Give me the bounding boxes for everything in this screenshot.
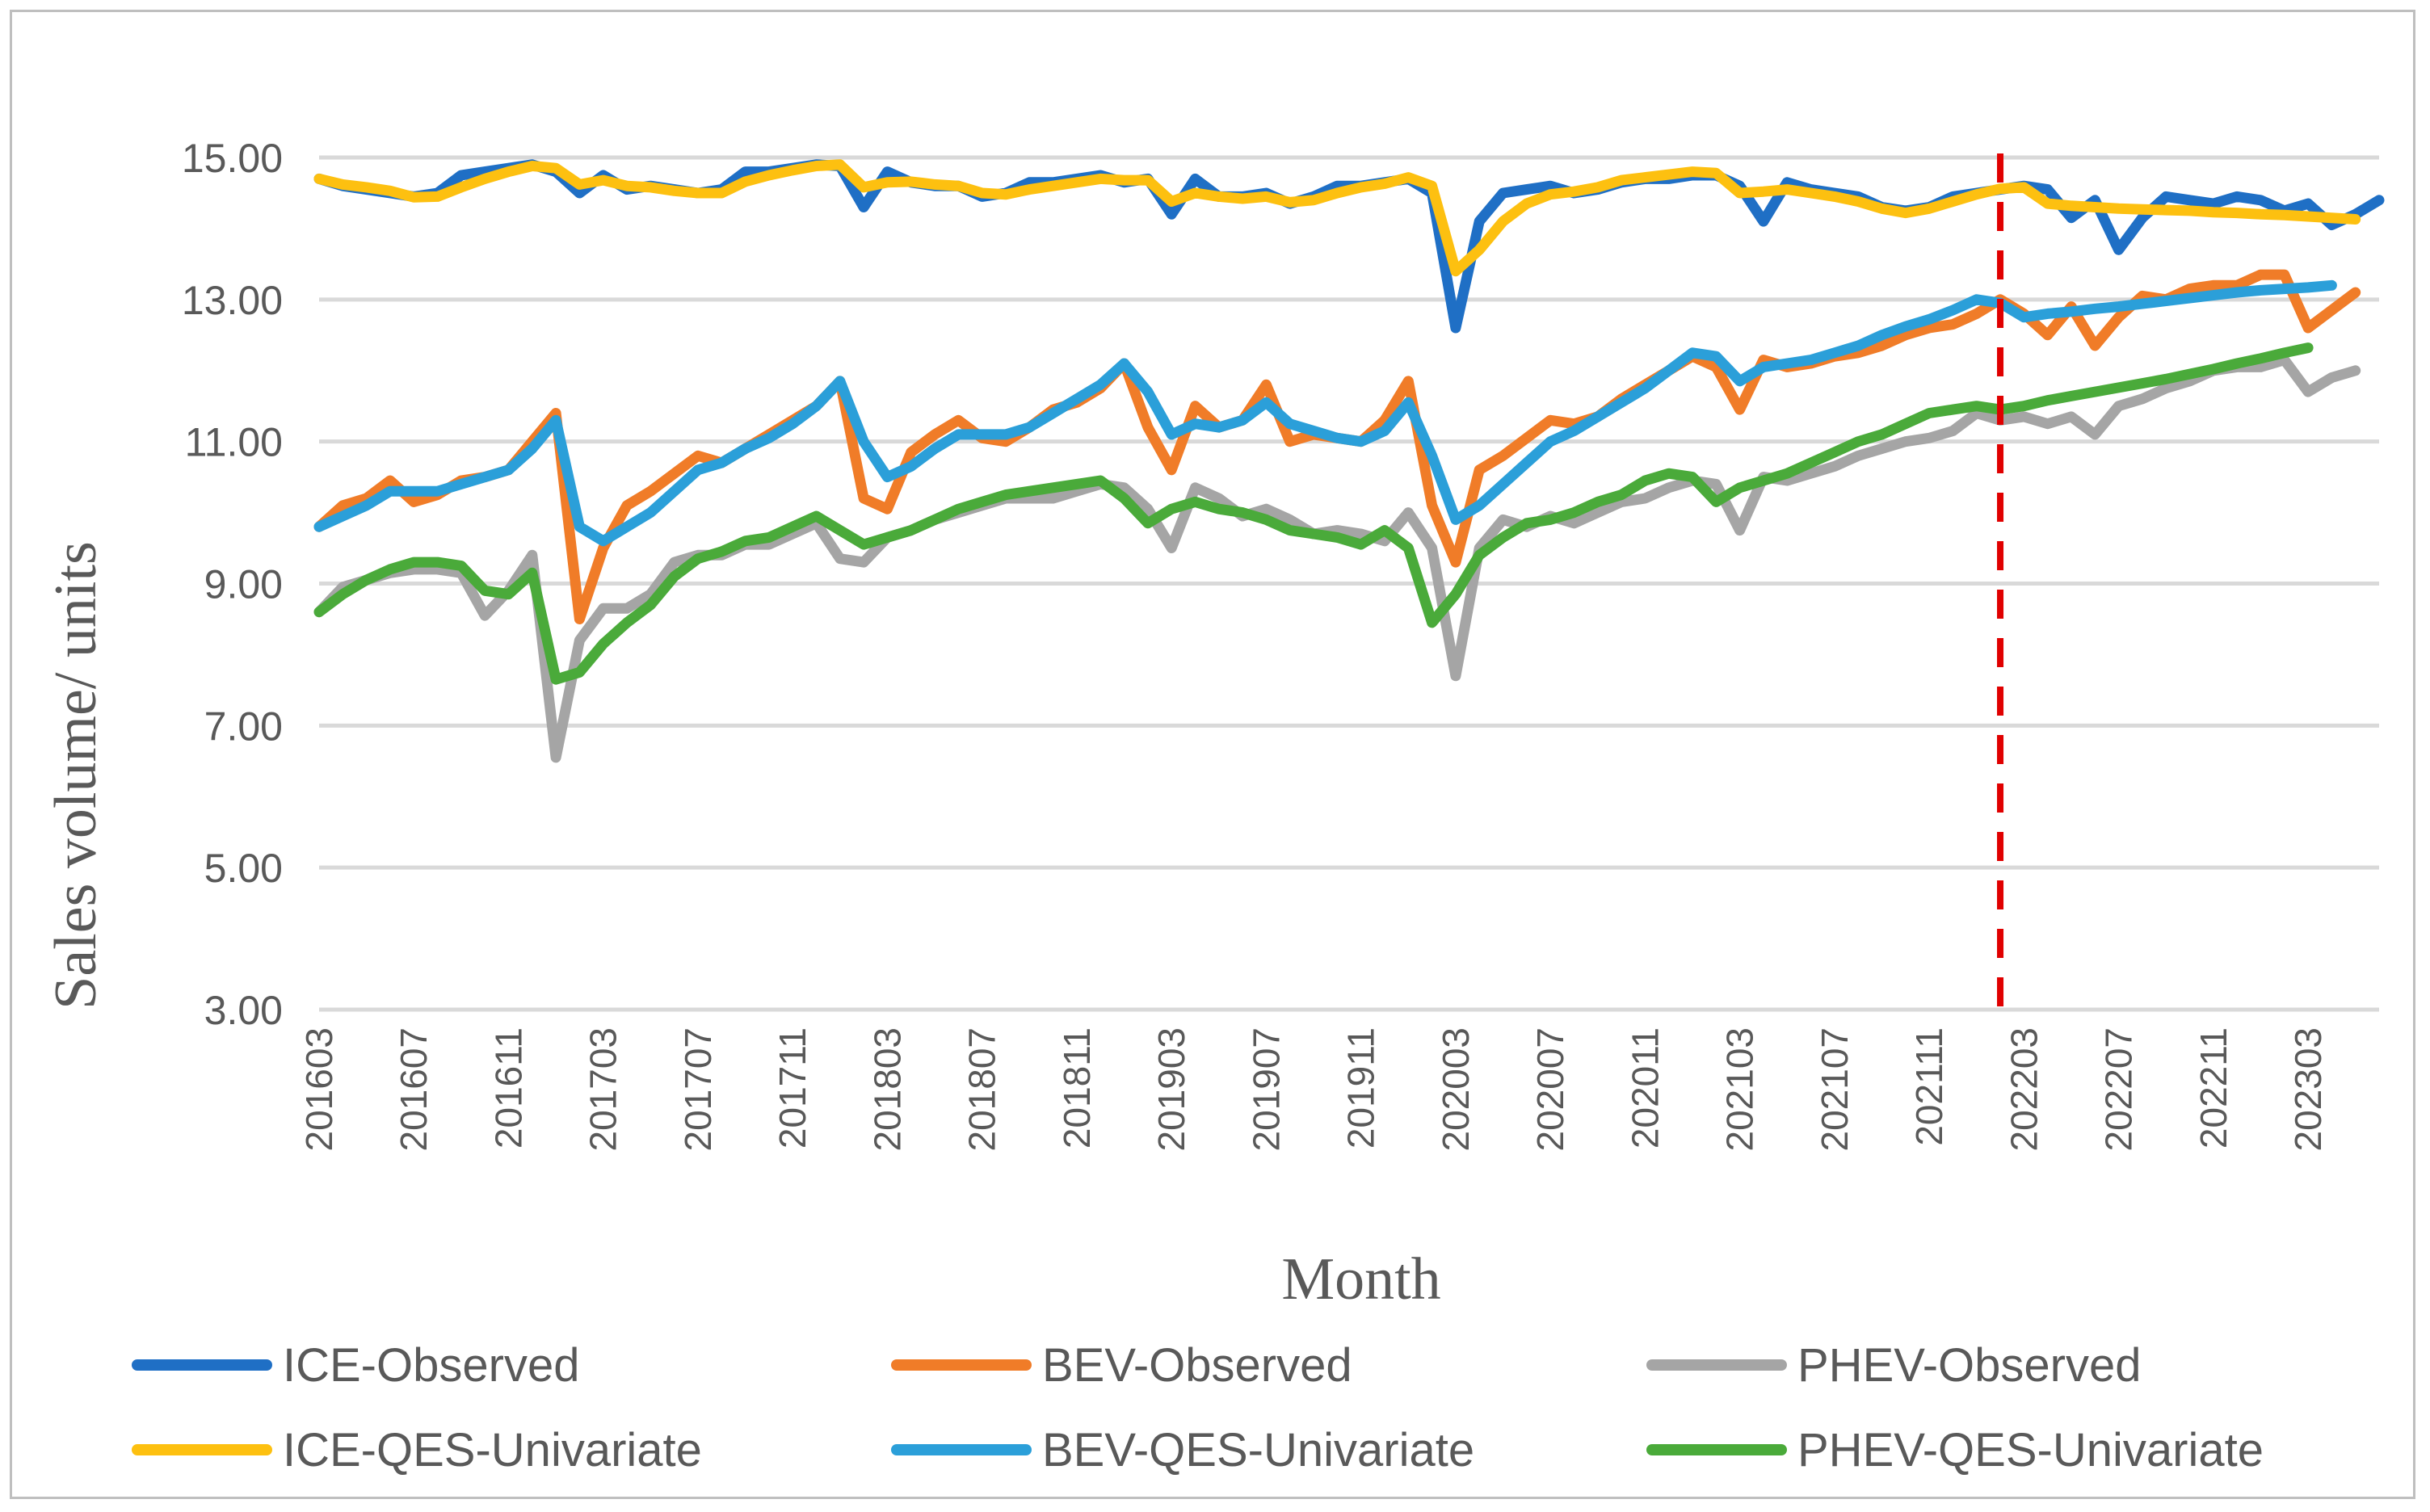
x-tick-label: 201607 <box>393 1027 435 1152</box>
x-tick-label: 201807 <box>961 1027 1003 1152</box>
series-line-phev-qes-univariate <box>313 342 2314 685</box>
x-axis-title: Month <box>1281 1246 1440 1312</box>
legend-label: ICE-QES-Univariate <box>283 1424 702 1476</box>
x-tick-label: 201707 <box>677 1027 719 1152</box>
x-tick-label: 201603 <box>298 1027 340 1152</box>
x-tick-label: 202103 <box>1719 1027 1761 1152</box>
x-tick-label: 201903 <box>1150 1027 1192 1152</box>
legend-label: BEV-QES-Univariate <box>1042 1424 1474 1476</box>
legend-label: ICE-Observed <box>283 1339 579 1392</box>
x-tick-label: 202007 <box>1529 1027 1571 1152</box>
y-tick-label: 11.00 <box>185 420 283 465</box>
gridlines <box>319 155 2379 1012</box>
y-tick-label: 15.00 <box>182 136 283 181</box>
x-tick-label: 202211 <box>2192 1027 2235 1149</box>
y-tick-label: 3.00 <box>204 988 283 1033</box>
series-line-bev-observed <box>313 269 2361 624</box>
x-axis-ticks: 201603 201607 201611 201703 201707 201711 2018… <box>298 1027 2329 1152</box>
x-tick-label: 202003 <box>1435 1027 1477 1152</box>
x-tick-label: 202303 <box>2287 1027 2329 1152</box>
x-tick-label: 202203 <box>2003 1027 2045 1152</box>
y-tick-label: 7.00 <box>204 704 283 749</box>
x-tick-label: 202207 <box>2098 1027 2140 1152</box>
x-tick-label: 202011 <box>1624 1027 1666 1149</box>
x-tick-label: 201803 <box>866 1027 908 1152</box>
y-axis-title: Sales volume/ units <box>43 541 109 1010</box>
legend: ICE-Observed BEV-Observed PHEV-Observed ICE… <box>132 1339 2264 1476</box>
y-axis-ticks: 3.00 5.00 7.00 9.00 11.00 13.00 15.00 <box>182 136 283 1033</box>
x-tick-label: 201911 <box>1340 1027 1382 1149</box>
x-tick-label: 201703 <box>582 1027 624 1152</box>
y-tick-label: 9.00 <box>204 562 283 607</box>
series-line-ice-qes-univariate <box>313 159 2361 277</box>
x-tick-label: 201907 <box>1245 1027 1287 1152</box>
legend-label: PHEV-QES-Univariate <box>1797 1424 2264 1476</box>
x-tick-label: 201811 <box>1056 1027 1098 1149</box>
chart-frame <box>10 10 2415 1499</box>
series-line-phev-observed <box>313 355 2361 763</box>
x-tick-label: 202111 <box>1908 1027 1950 1146</box>
x-tick-label: 202107 <box>1814 1027 1856 1152</box>
x-tick-label: 201711 <box>771 1027 814 1149</box>
x-tick-label: 201611 <box>487 1027 529 1149</box>
series-line-bev-qes-univariate <box>313 279 2337 547</box>
series-lines <box>313 159 2385 763</box>
legend-label: BEV-Observed <box>1042 1339 1352 1392</box>
y-tick-label: 13.00 <box>182 278 283 323</box>
y-tick-label: 5.00 <box>204 846 283 891</box>
legend-label: PHEV-Observed <box>1797 1339 2142 1392</box>
